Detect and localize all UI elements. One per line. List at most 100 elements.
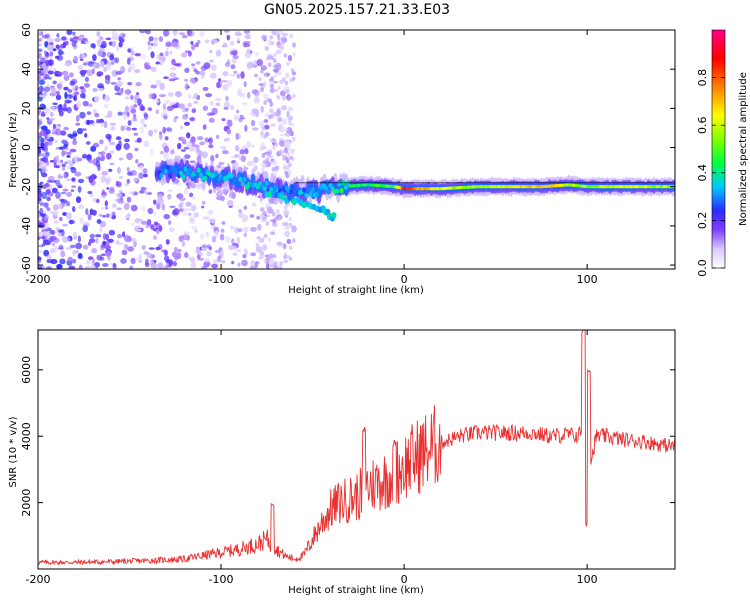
noise-speckle bbox=[65, 191, 73, 197]
noise-speckle bbox=[105, 206, 109, 210]
noise-speckle bbox=[41, 125, 48, 131]
noise-speckle bbox=[204, 258, 210, 263]
noise-speckle bbox=[123, 243, 129, 250]
noise-speckle bbox=[60, 199, 68, 204]
noise-speckle bbox=[238, 152, 242, 161]
noise-speckle bbox=[94, 112, 100, 118]
noise-speckle bbox=[99, 139, 104, 145]
noise-speckle bbox=[226, 128, 232, 135]
noise-speckle bbox=[178, 208, 184, 212]
noise-speckle bbox=[202, 248, 208, 252]
noise-speckle bbox=[110, 263, 114, 266]
noise-speckle bbox=[53, 179, 61, 184]
x-tick-label: 100 bbox=[577, 273, 598, 286]
noise-speckle bbox=[50, 235, 57, 241]
noise-speckle bbox=[227, 79, 233, 88]
snr-x-ticks: -200 -100 0 100 bbox=[26, 330, 598, 586]
noise-speckle bbox=[287, 54, 292, 62]
ridge-core bbox=[339, 187, 344, 194]
noise-speckle bbox=[244, 124, 248, 132]
noise-speckle bbox=[273, 64, 279, 69]
noise-speckle bbox=[134, 94, 140, 100]
noise-speckle bbox=[173, 117, 177, 123]
noise-speckle bbox=[286, 238, 292, 244]
noise-speckle bbox=[241, 259, 248, 267]
noise-speckle bbox=[165, 239, 170, 245]
noise-speckle bbox=[66, 201, 70, 207]
noise-speckle bbox=[138, 172, 144, 179]
noise-speckle bbox=[62, 203, 66, 207]
noise-speckle bbox=[44, 53, 50, 58]
noise-speckle bbox=[201, 151, 208, 159]
noise-speckle bbox=[288, 170, 292, 175]
noise-speckle bbox=[38, 147, 42, 154]
x-tick-label: 0 bbox=[401, 573, 408, 586]
noise-speckle bbox=[71, 86, 75, 92]
noise-speckle bbox=[72, 130, 78, 138]
noise-speckle bbox=[235, 132, 239, 140]
noise-speckle bbox=[96, 119, 100, 124]
noise-speckle bbox=[38, 162, 44, 165]
noise-speckle bbox=[181, 149, 186, 152]
noise-speckle bbox=[55, 55, 60, 59]
noise-speckle bbox=[273, 199, 277, 204]
noise-speckle bbox=[126, 167, 130, 172]
noise-speckle bbox=[45, 266, 53, 269]
noise-speckle bbox=[256, 236, 261, 240]
noise-speckle bbox=[55, 90, 60, 95]
noise-speckle bbox=[47, 44, 53, 52]
noise-speckle bbox=[277, 44, 281, 49]
noise-speckle bbox=[162, 109, 168, 117]
noise-speckle bbox=[215, 153, 219, 159]
noise-speckle bbox=[62, 223, 69, 227]
noise-speckle bbox=[118, 41, 123, 48]
spectrogram-frame bbox=[37, 29, 676, 270]
noise-speckle bbox=[87, 213, 92, 221]
noise-speckle bbox=[117, 77, 121, 81]
noise-speckle bbox=[190, 41, 194, 45]
noise-speckle bbox=[287, 146, 291, 151]
noise-speckle bbox=[168, 128, 173, 132]
noise-speckle bbox=[286, 174, 290, 179]
noise-speckle bbox=[103, 66, 107, 73]
noise-speckle bbox=[261, 152, 266, 158]
noise-speckle bbox=[170, 67, 177, 70]
noise-speckle bbox=[239, 149, 246, 155]
y-tick-label: 40 bbox=[20, 62, 33, 76]
noise-speckle bbox=[264, 254, 271, 258]
noise-speckle bbox=[146, 219, 152, 226]
noise-speckle bbox=[129, 63, 136, 71]
noise-speckle bbox=[84, 265, 92, 269]
noise-speckle bbox=[252, 108, 259, 114]
noise-speckle bbox=[217, 164, 222, 169]
noise-speckle bbox=[46, 207, 51, 211]
noise-speckle bbox=[177, 248, 182, 253]
noise-speckle bbox=[64, 62, 71, 67]
noise-speckle bbox=[51, 86, 57, 94]
noise-speckle bbox=[38, 37, 43, 42]
noise-speckle bbox=[205, 231, 210, 238]
noise-speckle bbox=[107, 255, 111, 261]
noise-speckle bbox=[60, 159, 64, 163]
noise-speckle bbox=[94, 262, 101, 268]
noise-speckle bbox=[270, 87, 274, 93]
noise-speckle bbox=[40, 142, 45, 148]
noise-speckle bbox=[80, 40, 84, 44]
noise-speckle bbox=[53, 210, 59, 216]
noise-speckle bbox=[68, 265, 76, 269]
noise-speckle bbox=[282, 166, 287, 171]
noise-speckle bbox=[102, 215, 106, 218]
noise-speckle bbox=[48, 70, 54, 75]
noise-speckle bbox=[63, 172, 67, 179]
noise-speckle bbox=[109, 186, 115, 192]
noise-speckle bbox=[240, 71, 245, 79]
noise-speckle bbox=[270, 140, 278, 143]
noise-speckle bbox=[282, 243, 287, 250]
noise-speckle bbox=[91, 209, 97, 216]
noise-speckle bbox=[87, 190, 93, 195]
noise-speckle bbox=[255, 246, 263, 253]
noise-speckle bbox=[189, 256, 196, 263]
noise-speckle bbox=[115, 45, 120, 52]
noise-speckle bbox=[88, 238, 96, 244]
y-tick-label: -40 bbox=[20, 217, 33, 235]
